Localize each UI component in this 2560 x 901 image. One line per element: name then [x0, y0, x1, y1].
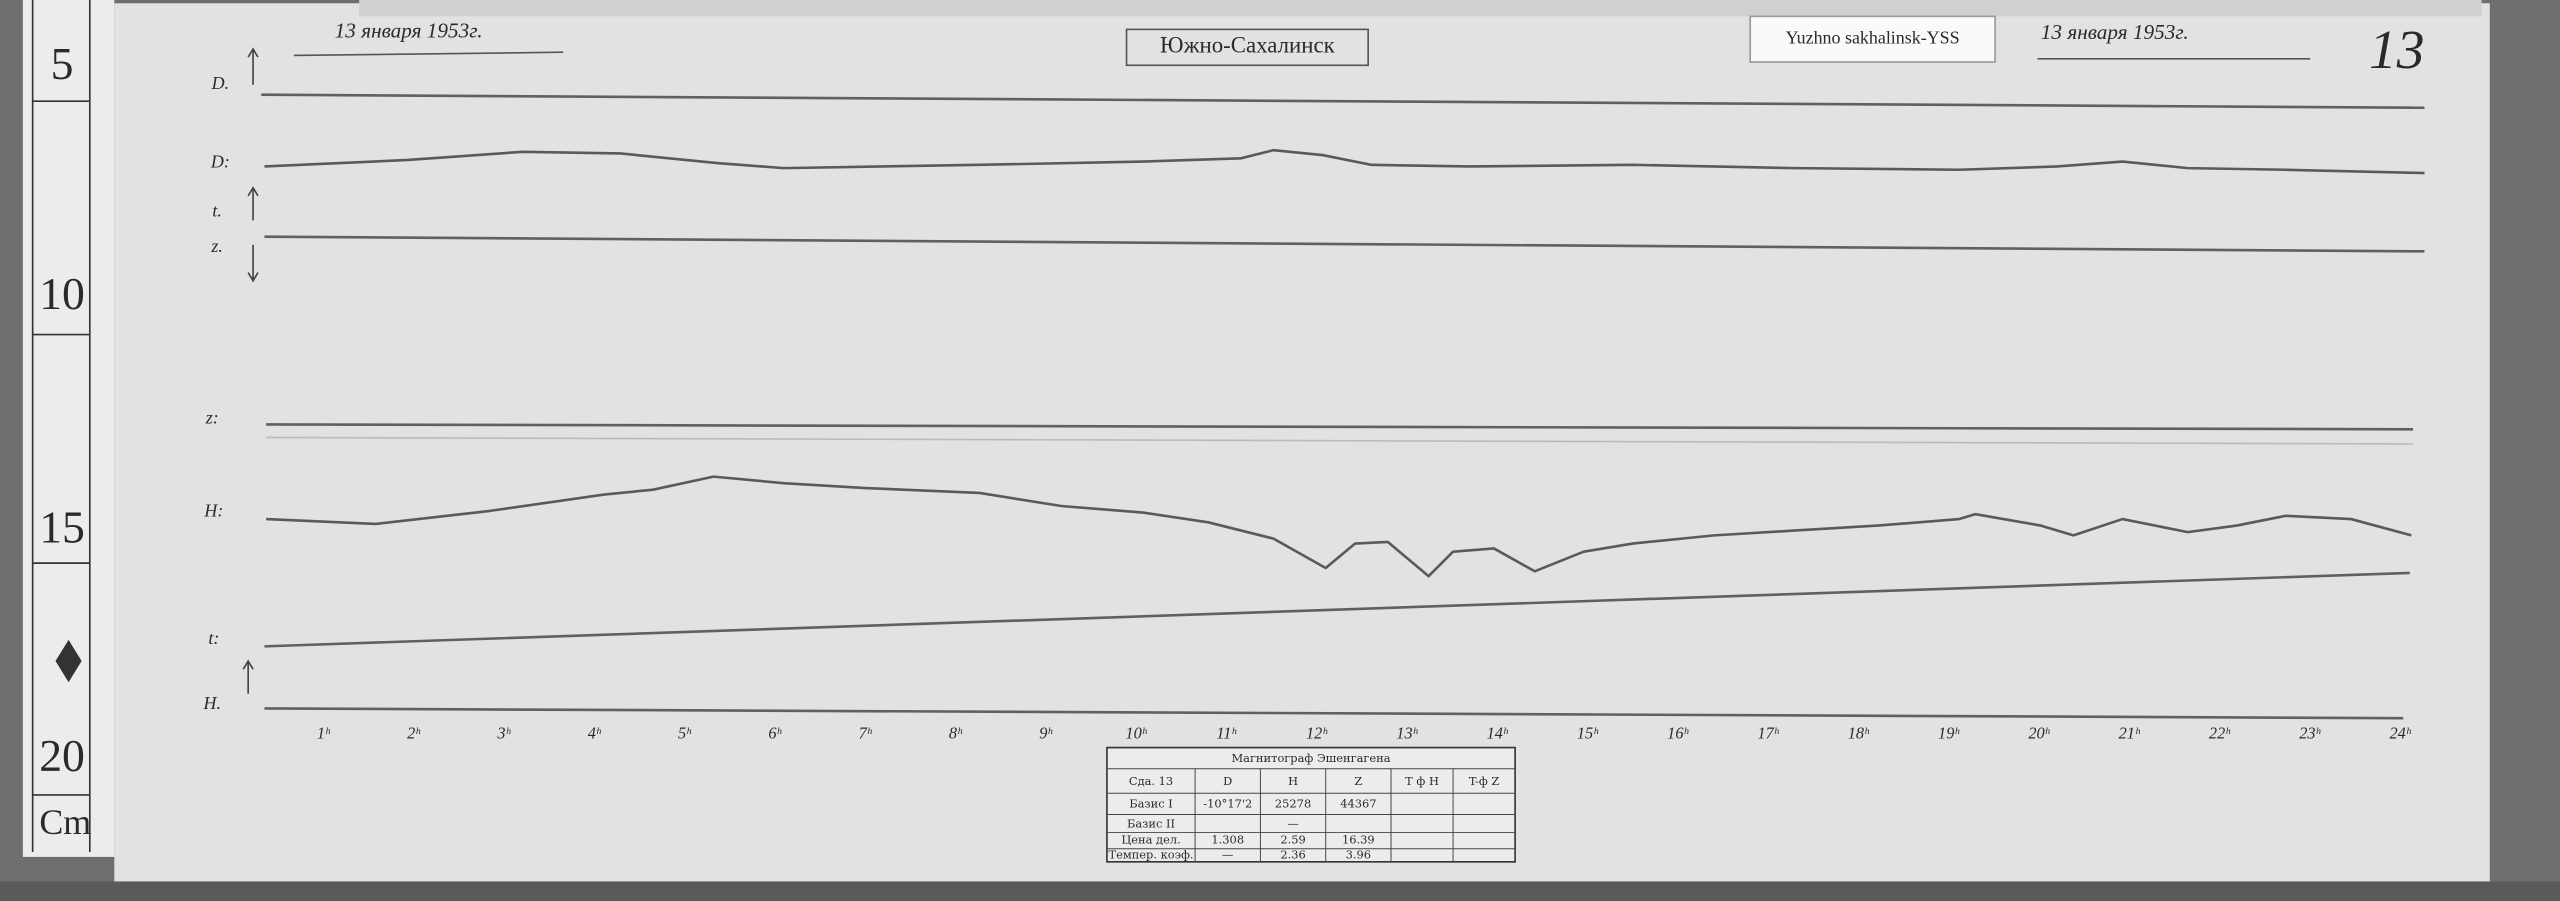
- table-cell: 16.39: [1342, 833, 1375, 847]
- station-box: [1125, 28, 1369, 67]
- hour-label: 8ʰ: [949, 723, 963, 742]
- ruler-unit: Cm: [39, 802, 91, 842]
- hour-label: 10ʰ: [1125, 723, 1147, 742]
- table-cell: Темпер. коэф.: [1108, 847, 1193, 861]
- table-header: Сда. 13: [1129, 774, 1173, 788]
- trace-d: [264, 148, 2425, 175]
- trace-label: H:: [203, 501, 223, 521]
- arrows: [242, 47, 259, 694]
- hour-label: 23ʰ: [2299, 723, 2321, 742]
- table-cell: —: [1287, 816, 1298, 830]
- table-header: T ф H: [1405, 774, 1439, 788]
- hour-label: 9ʰ: [1039, 723, 1053, 742]
- underline: [293, 51, 564, 57]
- sheet-number: 13: [2369, 20, 2425, 81]
- station: Южно-Сахалинск: [1160, 33, 1336, 58]
- hour-label: 17ʰ: [1757, 723, 1779, 742]
- ruler-label: 15: [39, 502, 85, 553]
- hour-label: 5ʰ: [678, 723, 692, 742]
- ruler-label: 5: [51, 38, 74, 89]
- baseline-h: [264, 707, 2404, 720]
- hour-label: 3ʰ: [496, 723, 511, 742]
- hour-label: 2ʰ: [407, 723, 421, 742]
- faint-line: [266, 436, 2414, 445]
- hour-label: 24ʰ: [2390, 723, 2412, 742]
- table-cell: Цена дел.: [1121, 833, 1180, 847]
- table-cell: 1.308: [1211, 833, 1244, 847]
- hour-label: 13ʰ: [1396, 723, 1418, 742]
- calibration-table: Магнитограф Эшенгагена Сда. 13 D H Z T ф…: [1106, 746, 1516, 863]
- table-cell: 25278: [1275, 797, 1311, 811]
- trace-label: z.: [210, 236, 222, 256]
- table-cell: 2.36: [1280, 847, 1305, 861]
- trace-label: D:: [210, 151, 230, 171]
- baseline-z: [264, 235, 2425, 253]
- ruler-diamond: [55, 639, 82, 683]
- hour-label: 18ʰ: [1848, 723, 1870, 742]
- hour-label: 16ʰ: [1667, 723, 1689, 742]
- hour-label: 21ʰ: [2119, 723, 2141, 742]
- hour-label: 20ʰ: [2028, 723, 2050, 742]
- table-cell: Базис I: [1129, 797, 1173, 811]
- hour-label: 11ʰ: [1216, 723, 1237, 742]
- table-cell: 44367: [1340, 797, 1376, 811]
- trace-label: t.: [212, 200, 221, 220]
- table-frame: [1106, 746, 1516, 863]
- hour-label: 1ʰ: [317, 723, 331, 742]
- table-title: Магнитограф Эшенгагена: [1231, 751, 1390, 765]
- table-cell: —: [1222, 847, 1233, 861]
- table-header: D: [1223, 774, 1232, 788]
- date-right: 13 января 1953г.: [2041, 20, 2189, 44]
- trace-h: [266, 475, 2412, 578]
- table-header: T-ф Z: [1469, 774, 1500, 788]
- hour-label: 6ʰ: [768, 723, 782, 742]
- hour-label: 7ʰ: [859, 723, 873, 742]
- ruler-label: 20: [39, 730, 85, 781]
- hour-labels: 1ʰ 2ʰ 3ʰ 4ʰ 5ʰ 6ʰ 7ʰ 8ʰ 9ʰ 10ʰ 11ʰ 12ʰ 13ʰ 14ʰ 15ʰ 16ʰ 1…: [317, 723, 2412, 742]
- table-cell: -10°17'2: [1203, 797, 1252, 811]
- hour-label: 19ʰ: [1938, 723, 1960, 742]
- trace-label: H.: [203, 693, 221, 713]
- baseline-d: [261, 93, 2425, 110]
- hour-label: 22ʰ: [2209, 723, 2231, 742]
- bottom-edge: [0, 881, 2560, 901]
- tag-label: [1749, 15, 1996, 63]
- tag-text: Yuzhno sakhalinsk-YSS: [1786, 27, 1960, 47]
- table-cell: Базис II: [1127, 816, 1175, 830]
- ruler-label: 10: [39, 268, 85, 319]
- hour-label: 4ʰ: [588, 723, 602, 742]
- ruler: [22, 0, 115, 857]
- table-cell: 2.59: [1280, 833, 1305, 847]
- table-header: Z: [1354, 774, 1362, 788]
- date-left: 13 января 1953г.: [335, 19, 483, 43]
- hour-label: 12ʰ: [1306, 723, 1328, 742]
- paper: [114, 3, 2490, 885]
- trace-label: t:: [208, 628, 219, 648]
- table-header: H: [1288, 774, 1298, 788]
- table-cell: 3.96: [1346, 847, 1371, 861]
- trace-label: z:: [205, 408, 219, 428]
- paper-top-edge: [359, 0, 2482, 17]
- table-grid: [1106, 768, 1516, 862]
- hour-label: 14ʰ: [1487, 723, 1509, 742]
- trace-label: D.: [211, 73, 229, 93]
- trace-t: [264, 571, 2410, 648]
- trace-z: [266, 423, 2414, 431]
- hour-label: 15ʰ: [1577, 723, 1599, 742]
